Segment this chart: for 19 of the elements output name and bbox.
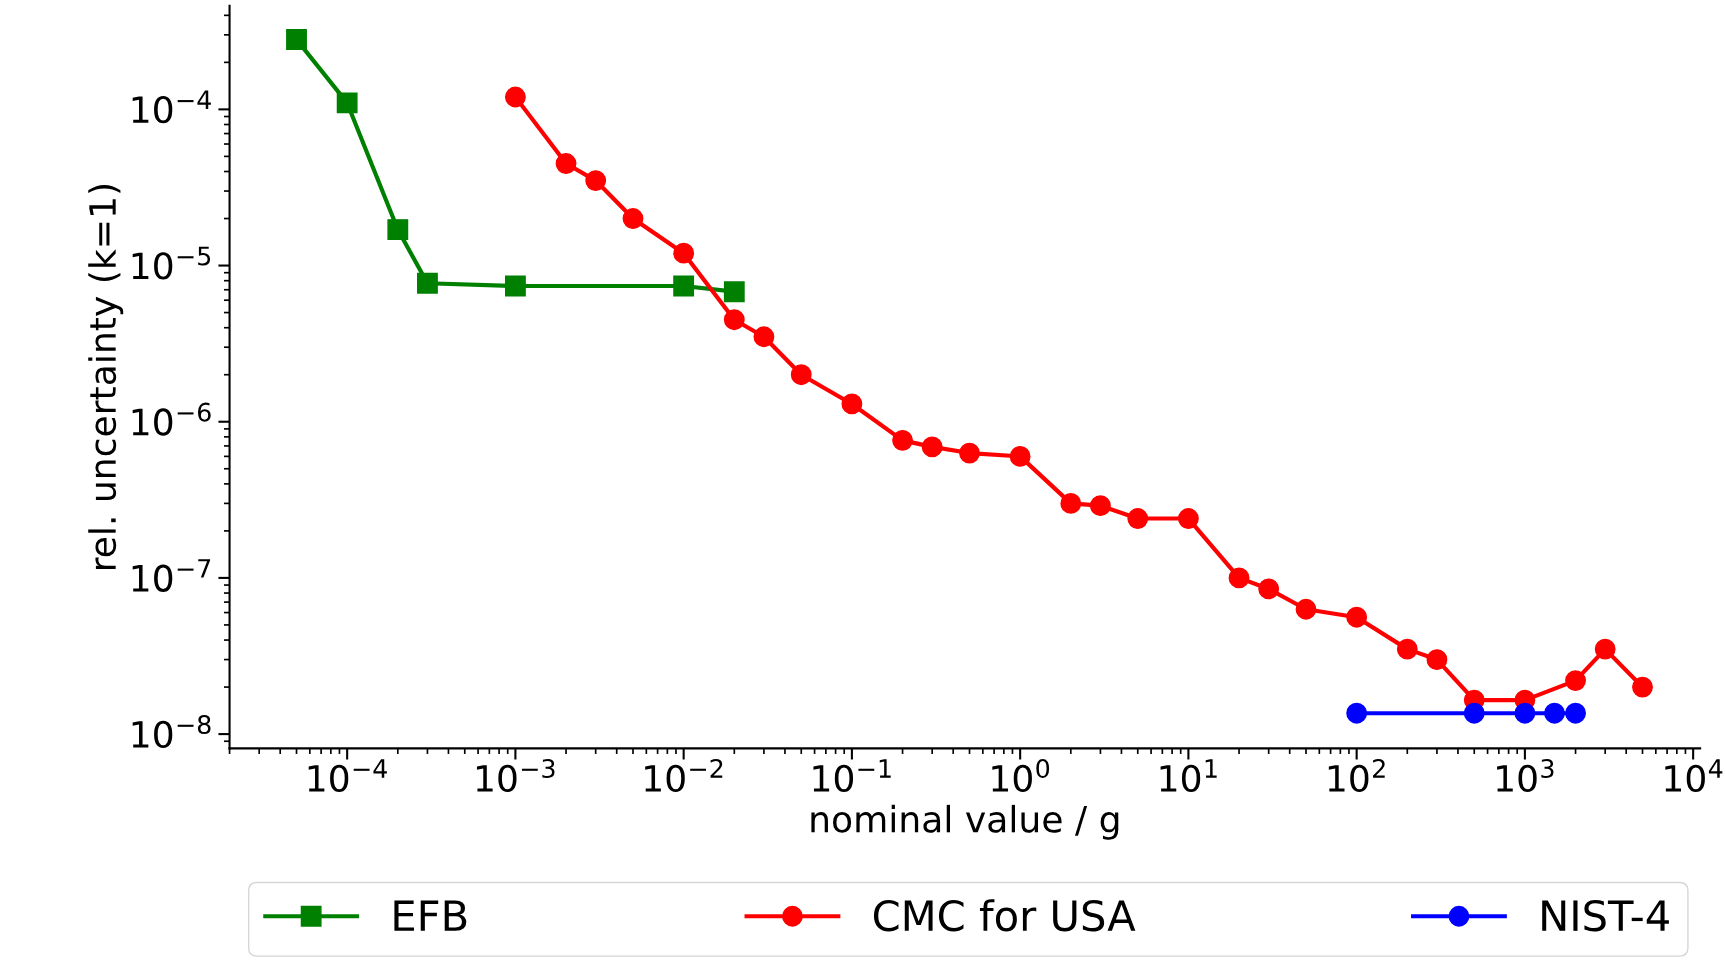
x-tick-label: 10$^{−3}$ [476,758,555,793]
x-tick-label: 10$^{0}$ [992,758,1050,793]
x-tick-label: 10$^{3}$ [1497,758,1554,793]
x-tick-label: 10$^{4}$ [1665,759,1723,793]
y-tick-label: 10$^{−7}$ [132,559,211,592]
x-tick-label: 10$^{−4}$ [308,759,387,793]
legend-label: CMC for USA [873,899,1136,932]
legend-label: NIST-4 [1542,899,1669,932]
y-tick-label: 10$^{−6}$ [132,402,211,436]
x-tick-label: 10$^{−1}$ [813,759,891,793]
y-tick-label: 10$^{−5}$ [132,246,211,280]
x-axis-title: nominal value / g [811,804,1119,840]
y-tick-label: 10$^{−8}$ [132,714,211,749]
x-tick-label: 10$^{−2}$ [645,758,723,793]
y-tick-label: 10$^{−4}$ [132,90,211,124]
x-tick-label: 10$^{1}$ [1160,759,1217,793]
legend-label: EFB [394,900,467,931]
x-tick-label: 10$^{2}$ [1328,758,1385,793]
y-axis-title: rel. uncertainty (k=1) [88,184,124,570]
